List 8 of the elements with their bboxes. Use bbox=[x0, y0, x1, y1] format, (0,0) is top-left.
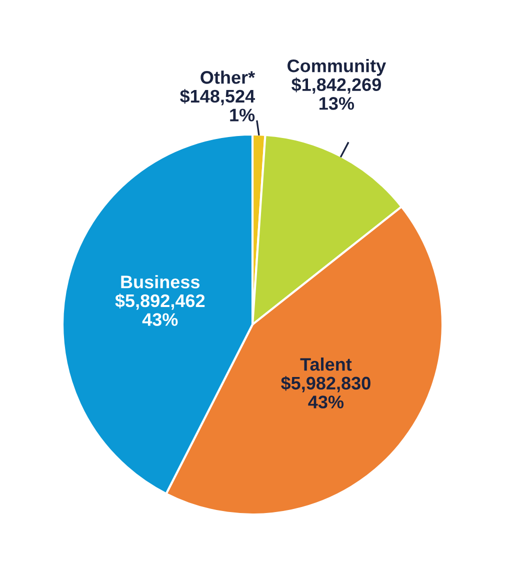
slice-label: Business bbox=[121, 275, 200, 288]
data-label: $5,892,462 43% bbox=[115, 294, 205, 326]
data-label: $1,842,269 13% bbox=[292, 77, 381, 110]
data-label: $5,982,830 43% bbox=[281, 376, 370, 408]
slice-label: Other* bbox=[200, 70, 256, 84]
slice-label: Community bbox=[288, 58, 386, 76]
data-label: $148,524 1% bbox=[180, 89, 256, 122]
slice-label: Talent bbox=[300, 358, 352, 371]
